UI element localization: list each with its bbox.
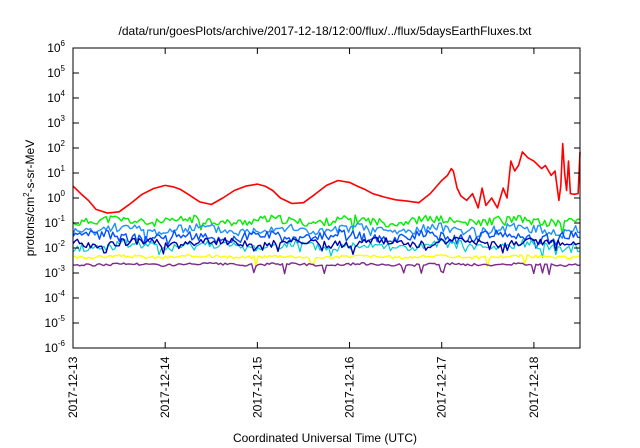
x-tick-label: 2017-12-14 — [158, 356, 172, 418]
y-tick-label: 102 — [47, 139, 65, 155]
y-tick-label: 10-2 — [45, 239, 66, 255]
y-tick-label: 106 — [47, 39, 65, 55]
plot-frame — [72, 47, 581, 349]
chart-title: /data/run/goesPlots/archive/2017-12-18/1… — [119, 24, 533, 38]
y-axis-label: protons/cm2-s-sr-MeV — [22, 140, 37, 256]
y-tick-label: 10-5 — [45, 314, 66, 330]
svg-text:protons/cm2-s-sr-MeV: protons/cm2-s-sr-MeV — [22, 140, 37, 256]
y-tick-label: 105 — [47, 64, 65, 80]
series-line — [72, 214, 581, 235]
x-tick-label: 2017-12-17 — [435, 356, 449, 418]
y-tick-label: 10-3 — [45, 264, 66, 280]
y-tick-label: 10-6 — [45, 339, 66, 355]
series-line — [72, 236, 581, 256]
plot-area — [72, 142, 581, 276]
y-tick-label: 10-1 — [45, 214, 66, 230]
x-tick-label: 2017-12-15 — [250, 356, 264, 418]
x-tick-label: 2017-12-13 — [66, 356, 80, 418]
series-line — [72, 253, 581, 268]
y-tick-label: 103 — [47, 114, 65, 130]
series-line — [73, 262, 581, 276]
y-tick-label: 101 — [47, 164, 65, 180]
y-tick-label: 10-4 — [45, 289, 66, 305]
x-ticks: 2017-12-13 2017-12-14 2017-12-15 2017-12-16… — [66, 48, 541, 418]
x-axis-label: Coordinated Universal Time (UTC) — [233, 431, 417, 445]
series-line — [72, 142, 581, 214]
y-tick-label: 104 — [47, 89, 65, 105]
series-line — [72, 228, 581, 249]
series-line — [72, 239, 581, 259]
x-tick-label: 2017-12-18 — [527, 356, 541, 418]
x-tick-label: 2017-12-16 — [343, 356, 357, 418]
y-ticks: 10-6 10-5 10-4 10-3 10-2 10-1 100 101 102 103 104 1… — [45, 39, 580, 355]
axes — [72, 47, 581, 349]
y-tick-label: 100 — [47, 189, 65, 205]
